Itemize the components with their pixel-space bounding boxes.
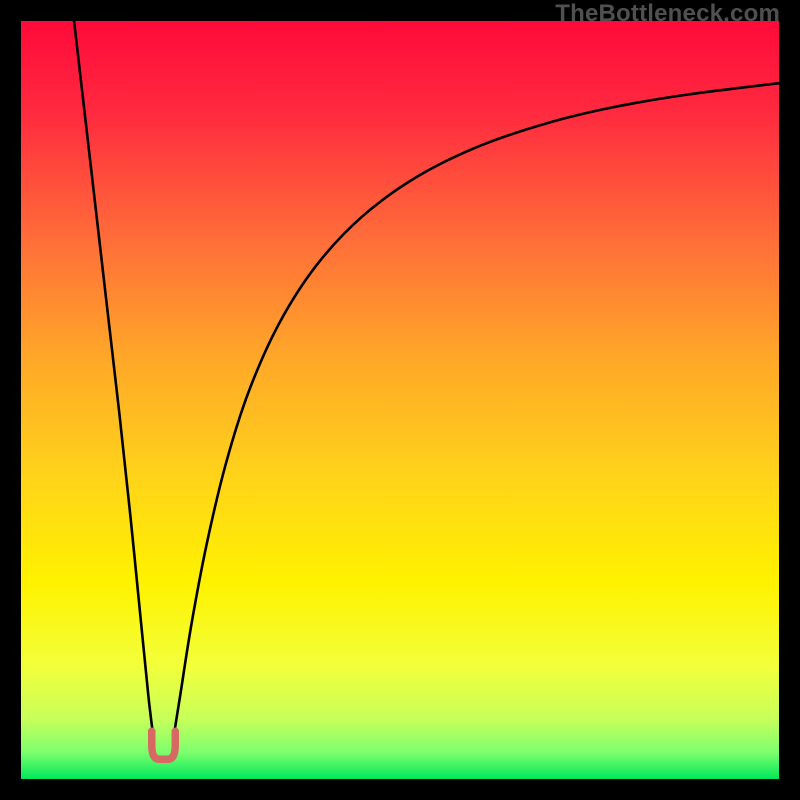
left-branch (74, 21, 153, 734)
curve-layer (21, 21, 779, 779)
right-branch (174, 83, 779, 733)
plot-area (21, 21, 779, 779)
chart-root: TheBottleneck.com (0, 0, 800, 800)
watermark-text: TheBottleneck.com (555, 0, 780, 28)
minimum-marker (152, 731, 175, 759)
